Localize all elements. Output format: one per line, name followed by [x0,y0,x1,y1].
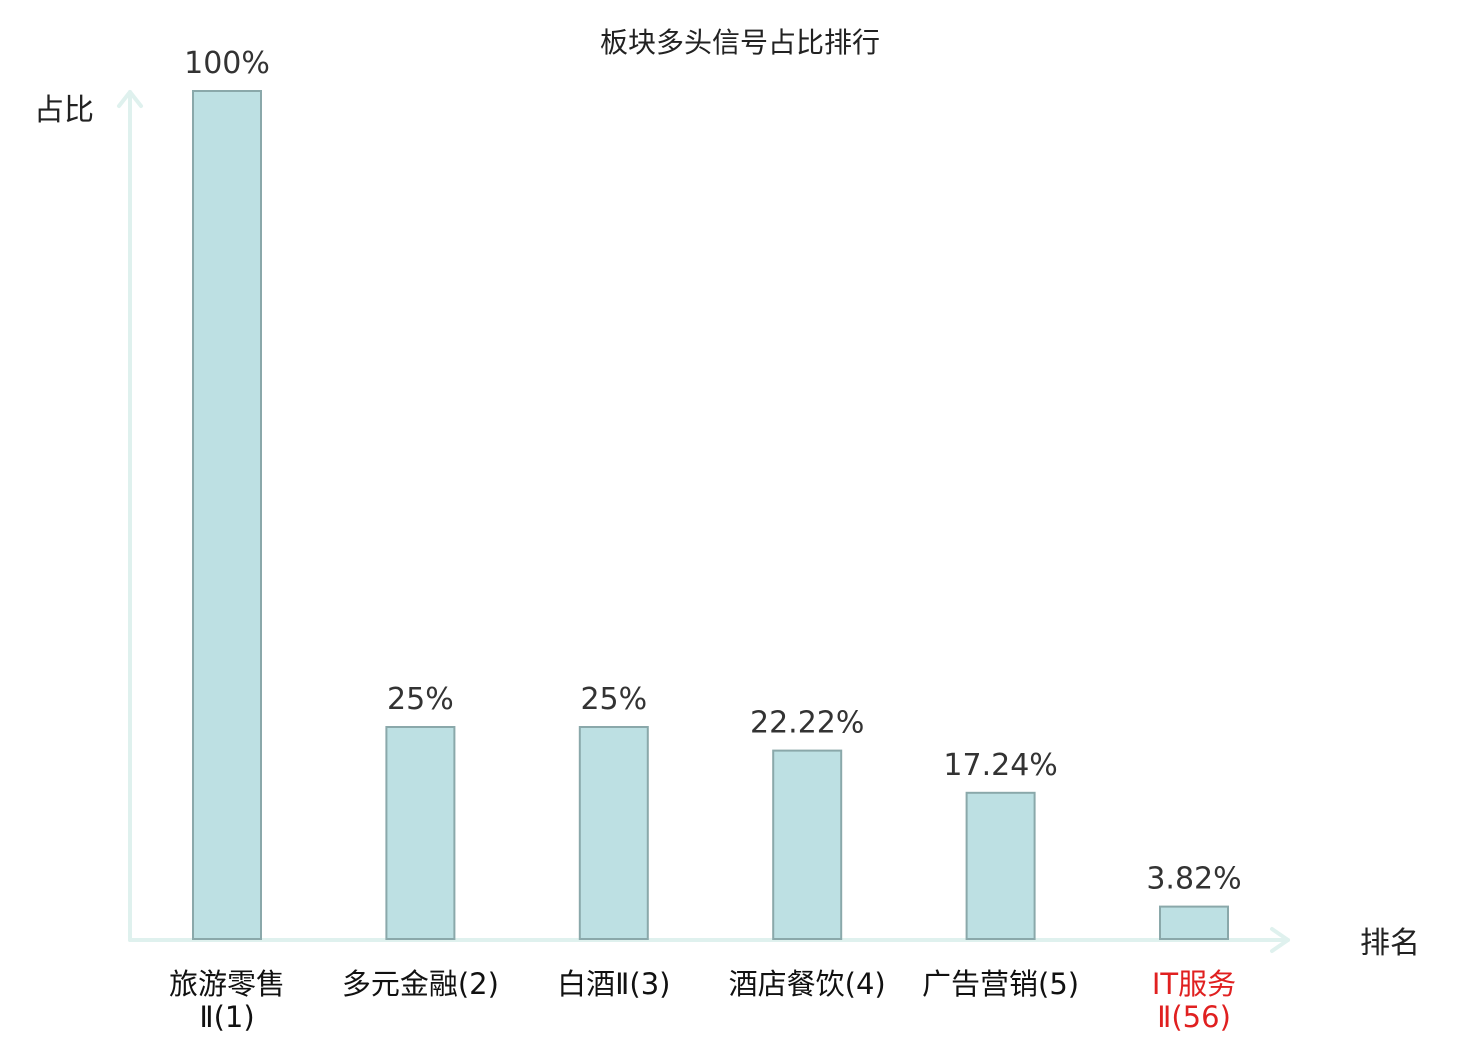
value-label-2: 25% [387,682,454,717]
value-label-1: 100% [184,46,270,81]
bar-1 [192,90,262,940]
category-label-2: 多元金融(2) [342,967,499,1001]
bar-4 [772,749,843,940]
category-label-1-line-2: Ⅱ(1) [199,1000,254,1034]
value-labels: 100% 25% 25% 22.22% 17.24% 3.82% [184,46,1242,897]
bars [192,90,1229,940]
y-axis-label: 占比 [34,93,94,128]
chart-title: 板块多头信号占比排行 [600,26,880,59]
bar-3 [578,726,649,940]
x-axis-label: 排名 [1360,926,1420,961]
category-label-6-line-2: Ⅱ(56) [1157,1000,1231,1034]
bar-2 [385,726,456,940]
axes [117,90,1290,953]
bar-5 [965,791,1036,940]
category-label-6-line-1: IT服务 [1152,967,1236,1001]
category-label-4: 酒店餐饮(4) [729,967,886,1001]
value-label-5: 17.24% [943,748,1057,783]
value-label-6: 3.82% [1146,862,1241,897]
category-label-3: 白酒Ⅱ(3) [557,967,670,1001]
value-label-3: 25% [580,682,647,717]
x-axis-arrow-icon [1270,927,1290,953]
value-label-4: 22.22% [750,706,864,741]
category-label-5: 广告营销(5) [922,967,1079,1001]
y-axis-arrow-icon [117,90,143,108]
bar-6 [1159,905,1229,940]
category-label-1-line-1: 旅游零售 [169,967,285,1001]
